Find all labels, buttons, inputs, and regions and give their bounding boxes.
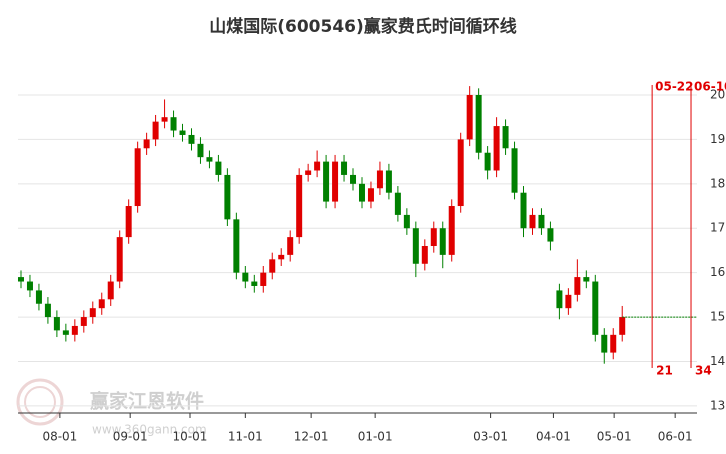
candle-body [305,170,312,175]
watermark-url: www.360gann.com [92,423,207,437]
candle-body [152,121,159,140]
candle-body [341,161,348,175]
candle-body [206,157,213,162]
x-tick-label: 04-01 [536,430,571,444]
candle-body [358,183,365,202]
candle-body [583,277,590,282]
y-tick-label: 16 [710,265,725,279]
candle-body [394,192,401,215]
cycle-top-label: 06-10 [694,80,726,94]
candle-body [421,245,428,264]
candle-body [35,290,42,304]
y-tick-label: 15 [710,310,725,324]
candle-body [287,237,294,255]
candle-body [71,325,78,335]
candle-body [574,277,581,295]
candle-body [89,308,96,318]
cycle-top-label: 05-22 [655,80,693,94]
candle-body [376,170,383,189]
candle-body [350,174,357,184]
candle-body [161,117,168,122]
x-tick-label: 11-01 [228,430,263,444]
candle-body [556,290,563,309]
chart-title: 山煤国际(600546)赢家费氏时间循环线 [209,16,517,37]
candle-body [26,281,33,291]
candle-body [260,272,267,286]
candle-body [457,139,464,207]
y-tick-label: 18 [710,176,725,190]
candle-body [215,161,222,175]
cycle-bottom-label: 34 [695,364,712,378]
candle-body [224,174,231,220]
x-tick-label: 12-01 [294,430,329,444]
x-tick-label: 10-01 [173,430,208,444]
candle-body [296,174,303,238]
candle-body [367,188,374,202]
candle-body [619,317,626,335]
candle-body [565,294,572,309]
candle-body [529,214,536,229]
candle-body [547,228,554,242]
y-tick-label: 13 [710,398,725,412]
candle-body [251,281,258,286]
candle-body [493,126,500,171]
candle-body [538,214,545,229]
watermark-text: 赢家江恩软件 [90,390,204,413]
candle-body [502,126,509,149]
y-tick-label: 17 [710,221,725,235]
candle-body [412,228,419,264]
candle-body [385,170,392,193]
candle-body [62,330,69,335]
candle-body [143,139,150,149]
candle-body [242,272,249,282]
x-tick-label: 01-01 [358,430,393,444]
candle-body [601,334,608,353]
candle-body [520,192,527,229]
candle-body [448,206,455,255]
candle-body [466,94,473,140]
watermark-logo [16,378,64,426]
candle-body [188,134,195,144]
candle-body [592,281,599,335]
candle-body [610,334,617,353]
watermark-logo [24,386,56,418]
candle-body [278,254,285,260]
candle-body [323,161,330,202]
candle-body [269,259,276,273]
candle-body [53,317,60,331]
candle-body [439,228,446,255]
y-tick-label: 19 [710,132,725,146]
candle-body [484,152,491,171]
watermark: 赢家江恩软件 www.360gann.com [16,378,207,437]
candle-body [197,143,204,158]
candle-body [44,303,51,318]
candle-body [17,277,24,282]
candle-body [116,237,123,282]
cycle-bottom-label: 21 [656,364,673,378]
y-tick-label: 20 [710,87,725,101]
y-tick-label: 14 [710,354,725,368]
candle-body [179,130,186,135]
candle-body [98,299,105,309]
x-tick-label: 05-01 [597,430,632,444]
candle-body [430,228,437,246]
candle-body [170,117,177,131]
candle-body [403,214,410,229]
x-tick-label: 09-01 [113,430,148,444]
candle-body [332,161,339,202]
candle-body [233,219,240,273]
x-tick-label: 08-01 [42,430,77,444]
candle-body [107,281,114,300]
candle-body [125,206,132,238]
x-tick-label: 03-01 [473,430,508,444]
candle-body [80,317,87,326]
candle-body [511,148,518,193]
x-tick-label: 06-01 [658,430,693,444]
candle-body [314,161,321,171]
candle-body [475,94,482,153]
candle-body [134,148,141,207]
